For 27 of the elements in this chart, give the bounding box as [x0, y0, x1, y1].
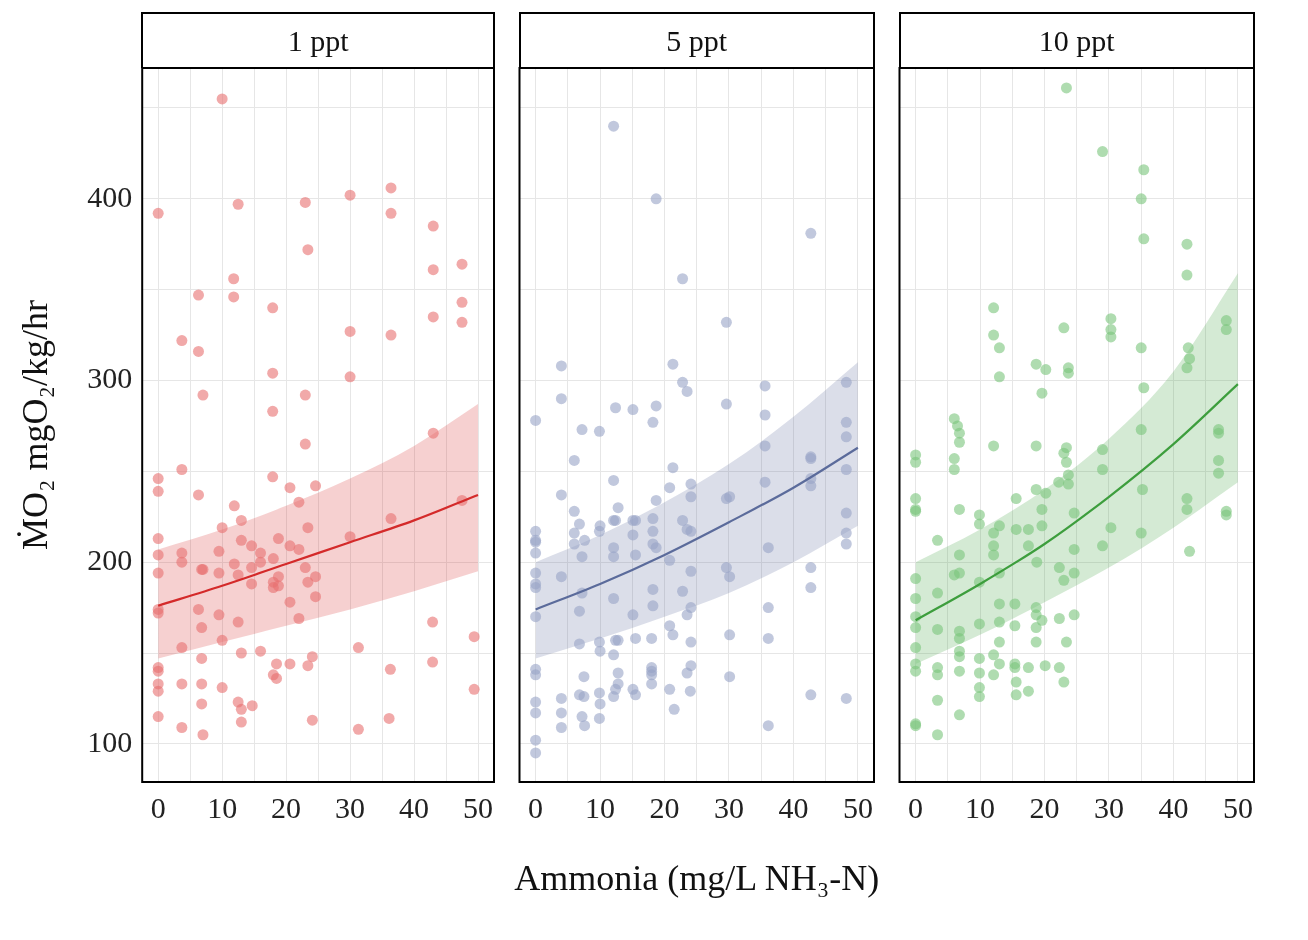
x-tick-label: 40 [778, 790, 809, 824]
x-tick-label: 40 [399, 790, 430, 824]
chart-title: 1 ppt [287, 24, 349, 58]
x-tick-label: 0 [908, 790, 924, 824]
x-tick-label: 20 [649, 790, 680, 824]
x-tick-label: 30 [335, 790, 366, 824]
chart-title: 5 ppt [666, 24, 728, 58]
y-tick-label: 400 [87, 179, 133, 213]
x-tick-label: 0 [528, 790, 544, 824]
x-tick-label: 10 [585, 790, 616, 824]
x-tick-label: 50 [842, 790, 873, 824]
x-tick-label: 40 [1158, 790, 1189, 824]
x-tick-label: 0 [150, 790, 166, 824]
x-tick-label: 50 [1222, 790, 1253, 824]
x-tick-label: 20 [1029, 790, 1060, 824]
y-tick-label: 300 [87, 361, 133, 395]
x-tick-label: 50 [463, 790, 494, 824]
y-tick-label: 100 [87, 724, 133, 758]
chart-title: 10 ppt [1038, 24, 1115, 58]
x-axis-title: Ammonia (mg/L NH₃-N) [514, 857, 880, 899]
x-tick-label: 30 [1093, 790, 1124, 824]
x-tick-label: 30 [713, 790, 744, 824]
x-tick-label: 10 [207, 790, 238, 824]
x-tick-label: 10 [965, 790, 996, 824]
y-tick-label: 200 [87, 543, 133, 577]
x-tick-label: 20 [271, 790, 302, 824]
y-axis-title: ṀO₂ mgO₂/kg/hr [15, 299, 56, 551]
